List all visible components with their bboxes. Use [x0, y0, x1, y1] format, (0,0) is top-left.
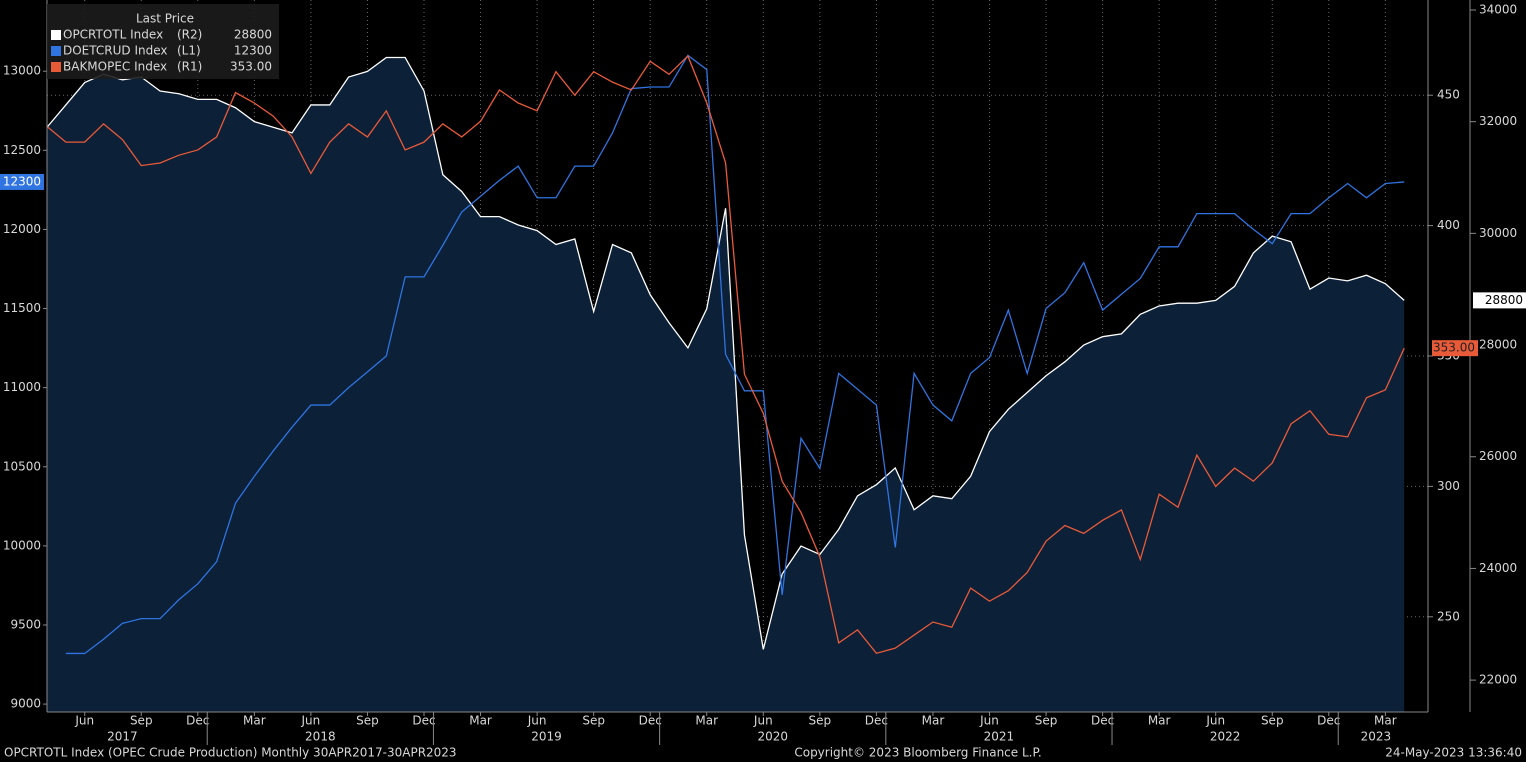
x-tick-label: Mar: [469, 714, 492, 728]
r1-tick-label: 400: [1437, 218, 1460, 232]
plot-area: [46, 0, 1428, 713]
x-tick-label: Jun: [753, 714, 773, 728]
x-tick-label: Mar: [243, 714, 266, 728]
last-value-badge: [1432, 340, 1478, 357]
y-tick-label: 12000: [3, 222, 41, 236]
x-tick-label: Mar: [1148, 714, 1171, 728]
r2-tick-label: 30000: [1479, 226, 1517, 240]
r2-tick-label: 24000: [1479, 561, 1517, 575]
last-value-label: 28800: [1485, 293, 1523, 307]
r2-tick-label: 32000: [1479, 114, 1517, 128]
y-tick-label: 9500: [10, 617, 41, 631]
legend-value: 28800: [234, 28, 272, 42]
last-value-label: 353.00: [1433, 341, 1475, 355]
x-tick-label: Mar: [1374, 714, 1397, 728]
y-tick-label: 9000: [10, 697, 41, 711]
x-tick-label: Dec: [639, 714, 662, 728]
y-tick-label: 10000: [3, 538, 41, 552]
x-tick-label: Mar: [695, 714, 718, 728]
x-tick-label: Dec: [865, 714, 888, 728]
legend-value: 353.00: [230, 60, 272, 74]
y-tick-label: 11000: [3, 380, 41, 394]
y-tick-label: 12500: [3, 143, 41, 157]
x-tick-label: Jun: [301, 714, 321, 728]
y-tick-label: 10500: [3, 459, 41, 473]
x-tick-label: Dec: [1091, 714, 1114, 728]
r2-tick-label: 28000: [1479, 338, 1517, 352]
year-label: 2023: [1361, 730, 1392, 744]
x-tick-label: Jun: [979, 714, 999, 728]
footer-left: OPCRTOTL Index (OPEC Crude Production) M…: [4, 746, 457, 760]
legend-swatch: [51, 30, 61, 40]
series-line: [65, 54, 1405, 655]
r2-tick-label: 34000: [1479, 2, 1517, 16]
legend-title: Last Price: [136, 12, 194, 26]
legend-name: BAKMOPEC Index: [63, 60, 167, 74]
x-tick-label: Mar: [922, 714, 945, 728]
y-tick-label: 13000: [3, 64, 41, 78]
x-tick-label: Sep: [130, 714, 153, 728]
year-label: 2018: [305, 730, 336, 744]
x-tick-label: Dec: [186, 714, 209, 728]
x-tick-label: Jun: [1205, 714, 1225, 728]
year-label: 2020: [757, 730, 788, 744]
x-tick-label: Dec: [412, 714, 435, 728]
legend-swatch: [51, 62, 61, 72]
r2-tick-label: 22000: [1479, 673, 1517, 687]
x-tick-label: Jun: [74, 714, 94, 728]
legend-name: OPCRTOTL Index: [63, 28, 163, 42]
year-label: 2021: [984, 730, 1015, 744]
x-tick-label: Dec: [1317, 714, 1340, 728]
legend-swatch: [51, 46, 61, 56]
legend-axis: (L1): [177, 44, 201, 58]
x-tick-label: Sep: [1035, 714, 1058, 728]
legend-axis: (R1): [177, 60, 202, 74]
x-tick-label: Sep: [356, 714, 379, 728]
year-label: 2022: [1210, 730, 1241, 744]
footer-right: 24-May-2023 13:36:40: [1385, 746, 1522, 760]
r1-tick-label: 450: [1437, 88, 1460, 102]
year-label: 2019: [531, 730, 562, 744]
x-tick-label: Jun: [527, 714, 547, 728]
y-tick-label: 11500: [3, 301, 41, 315]
last-value-label: 12300: [3, 174, 41, 188]
r1-tick-label: 300: [1437, 479, 1460, 493]
series-line: [46, 56, 1405, 650]
area-fill: [47, 57, 1405, 713]
last-value-badge: [1473, 292, 1526, 309]
r1-tick-label: 250: [1437, 609, 1460, 623]
footer-center: Copyright© 2023 Bloomberg Finance L.P.: [794, 746, 1041, 760]
x-tick-label: Sep: [1261, 714, 1284, 728]
year-label: 2017: [107, 730, 138, 744]
legend-value: 12300: [234, 44, 272, 58]
series-line: [46, 54, 1405, 655]
last-value-badge: [0, 173, 44, 190]
legend-box: [47, 4, 279, 79]
legend-axis: (R2): [177, 28, 202, 42]
x-tick-label: Sep: [582, 714, 605, 728]
x-tick-label: Sep: [809, 714, 832, 728]
r2-tick-label: 26000: [1479, 449, 1517, 463]
legend-name: DOETCRUD Index: [63, 44, 167, 58]
